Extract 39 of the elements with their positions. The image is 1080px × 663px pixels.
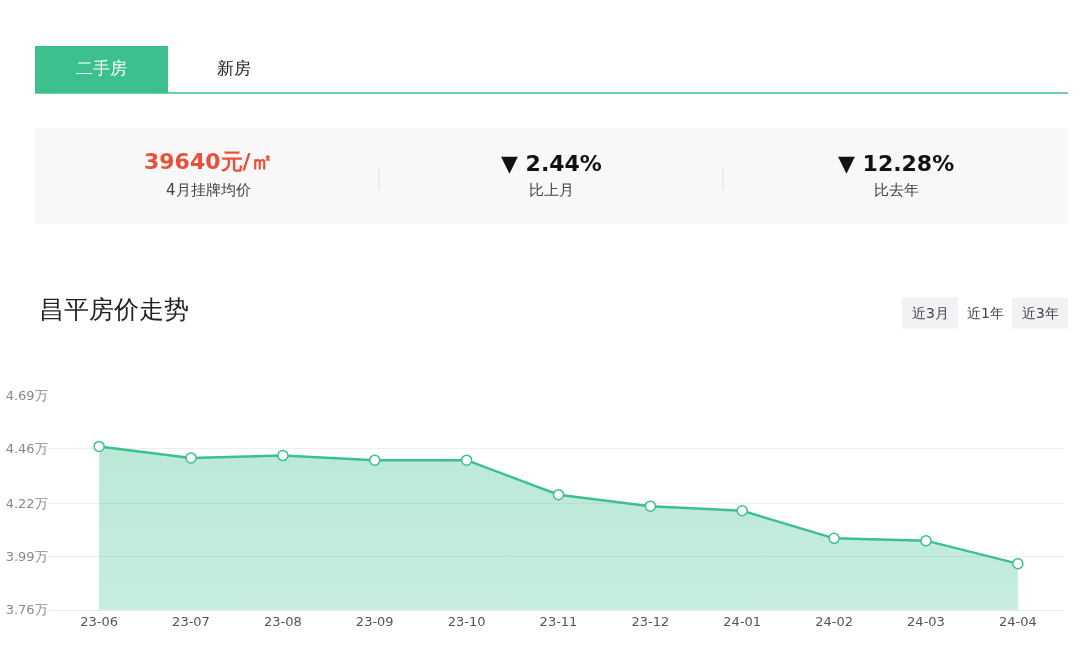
point [185, 452, 197, 464]
chart-title: 昌平房价走势 [39, 295, 189, 324]
point [93, 440, 105, 453]
x-tick-label: 24-04 [998, 614, 1037, 630]
point [736, 505, 748, 517]
y-tick-label: 4.46万 [5, 441, 48, 457]
x-tick-label: 23-09 [355, 614, 394, 630]
text: 比去年 [874, 181, 919, 199]
text: 比上月 [529, 181, 574, 199]
point [1012, 557, 1024, 570]
y-tick-label: 4.22万 [5, 496, 48, 512]
text: ▼ 2.44% [501, 151, 602, 176]
text: 近3年 [1022, 305, 1059, 321]
text: 新房 [217, 58, 251, 78]
text: 近3月 [912, 305, 949, 321]
x-tick-label: 23-11 [539, 614, 578, 630]
text: 4月挂牌均价 [166, 181, 251, 199]
x-tick-label: 24-02 [815, 614, 854, 630]
point [277, 449, 289, 462]
point [828, 532, 840, 545]
x-tick-label: 23-10 [447, 614, 486, 630]
point [460, 454, 473, 466]
text: 39640元/㎡ [144, 149, 273, 174]
text: 近1年 [967, 305, 1004, 321]
point [644, 500, 657, 512]
x-tick-label: 23-12 [631, 614, 670, 630]
x-tick-label: 24-03 [907, 614, 945, 630]
point [920, 534, 932, 547]
x-tick-label: 23-06 [80, 614, 119, 630]
y-tick-label: 3.99万 [5, 549, 48, 565]
text: ▼ 12.28% [838, 151, 955, 176]
y-tick-label: 3.76万 [5, 602, 48, 618]
point [552, 488, 565, 501]
x-tick-label: 23-07 [172, 614, 210, 630]
text: 二手房 [76, 58, 127, 78]
point [369, 454, 381, 466]
x-tick-label: 24-01 [723, 614, 762, 630]
x-tick-label: 23-08 [263, 614, 302, 630]
y-tick-label: 4.69万 [5, 388, 48, 404]
